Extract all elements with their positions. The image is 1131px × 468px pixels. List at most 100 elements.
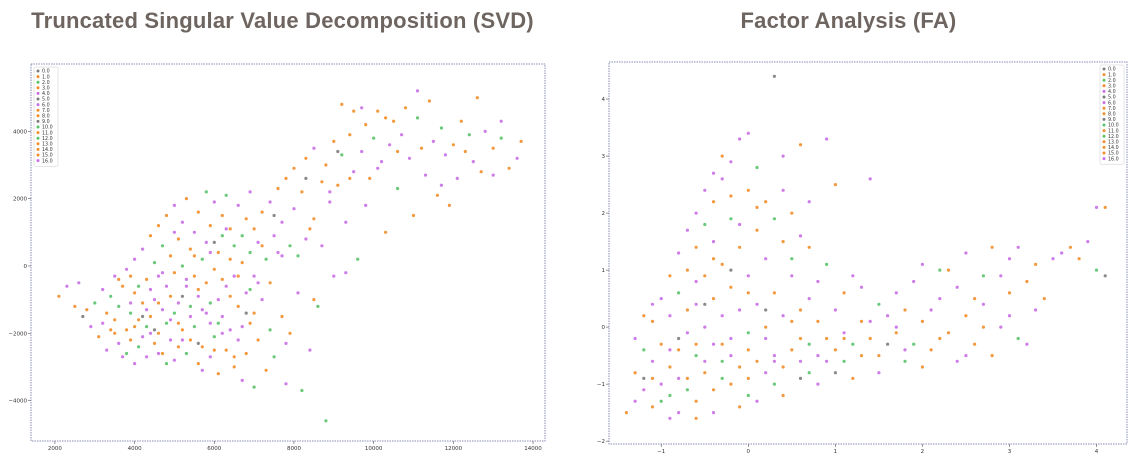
svd-legend-label: 13.0 (42, 142, 53, 148)
fa-point (703, 222, 707, 227)
fa-point (964, 251, 968, 255)
fa-point (833, 348, 837, 352)
svd-legend: 0.01.02.03.04.05.06.07.08.09.010.011.012… (33, 66, 59, 167)
fa-legend-label: 10.0 (1108, 123, 1119, 129)
svd-point (244, 217, 248, 221)
svd-point (384, 116, 388, 120)
fa-point (798, 336, 803, 341)
svd-point (248, 287, 252, 292)
fa-xtick-label: 1 (834, 449, 838, 455)
fa-point (711, 240, 716, 244)
fa-point (694, 211, 698, 215)
fa-point (729, 354, 733, 358)
svd-legend-label: 3.0 (42, 86, 50, 92)
svd-point (304, 176, 308, 180)
fa-point (746, 291, 750, 295)
svd-legend-label: 2.0 (42, 80, 50, 86)
fa-point (711, 257, 716, 261)
fa-plot-frame (608, 61, 1128, 445)
svd-point (439, 126, 443, 130)
svd-ytick-label: 4000 (13, 129, 27, 135)
svd-point (176, 237, 180, 241)
fa-point (729, 336, 733, 341)
fa-point (694, 302, 698, 306)
svd-point (224, 348, 228, 352)
fa-point (668, 365, 672, 369)
fa-point (938, 268, 942, 272)
svd-point (499, 136, 503, 140)
fa-point (781, 314, 785, 318)
svd-point (188, 304, 192, 308)
fa-point (790, 211, 794, 215)
svd-xtick-label: 10000 (365, 446, 383, 452)
svd-legend-marker (36, 103, 40, 107)
svd-xtick-label: 14000 (524, 446, 542, 452)
fa-point (694, 354, 698, 358)
svd-point (376, 109, 380, 113)
svd-point (423, 173, 428, 177)
svd-xtick-label: 2000 (48, 446, 62, 452)
fa-point (642, 314, 646, 318)
svd-point (232, 274, 236, 278)
fa-point (659, 382, 663, 386)
svd-point (212, 348, 216, 352)
fa-point (851, 274, 855, 278)
fa-legend-label: 11.0 (1108, 128, 1119, 134)
svd-chart-panel: Truncated Singular Value Decomposition (… (0, 0, 565, 468)
svd-point (427, 99, 431, 103)
fa-legend-marker (1102, 151, 1106, 155)
fa-point (720, 177, 724, 181)
svd-point (141, 335, 145, 339)
fa-point (1051, 257, 1055, 261)
fa-legend-marker (1102, 117, 1106, 121)
fa-legend-marker (1102, 84, 1106, 88)
fa-legend-marker (1102, 134, 1106, 138)
svd-legend-marker (36, 108, 40, 112)
svd-point (168, 318, 173, 322)
svd-legend-marker (36, 142, 40, 146)
fa-legend-marker (1102, 73, 1106, 77)
svd-point (244, 291, 248, 295)
fa-ytick-label: 1 (602, 268, 606, 274)
svd-legend-marker (36, 97, 40, 101)
svd-point (137, 345, 141, 349)
fa-point (990, 354, 994, 358)
fa-point (685, 308, 689, 312)
fa-point (772, 217, 776, 221)
svd-point (403, 106, 408, 110)
svd-point (188, 338, 192, 342)
svd-point (272, 213, 276, 218)
svd-point (407, 156, 412, 160)
svd-point (376, 166, 380, 170)
fa-legend-label: 15.0 (1108, 151, 1119, 157)
svd-point (156, 274, 161, 278)
svd-point (280, 220, 284, 224)
svd-point (224, 193, 228, 197)
svd-point (348, 133, 352, 137)
svd-point (352, 170, 356, 174)
fa-legend-label: 6.0 (1108, 100, 1116, 106)
svd-point (228, 328, 232, 332)
fa-point (1103, 205, 1107, 209)
svd-point (396, 149, 400, 154)
svd-point (288, 244, 292, 248)
svd-point (125, 267, 129, 271)
svd-point (328, 200, 332, 204)
svd-point (411, 213, 416, 218)
svd-point (463, 149, 467, 154)
svd-point (268, 200, 272, 204)
svd-point (292, 207, 296, 211)
svd-point (156, 351, 161, 356)
fa-point (1068, 245, 1072, 249)
fa-point (772, 291, 776, 295)
svd-point (507, 166, 511, 170)
svd-point (264, 257, 268, 261)
fa-point (729, 268, 733, 272)
svd-point (117, 277, 121, 281)
svd-point (97, 335, 101, 339)
svd-point (435, 193, 439, 197)
svd-point (133, 325, 137, 329)
svd-point (141, 301, 145, 305)
svd-point (220, 331, 224, 335)
fa-point (816, 382, 820, 386)
